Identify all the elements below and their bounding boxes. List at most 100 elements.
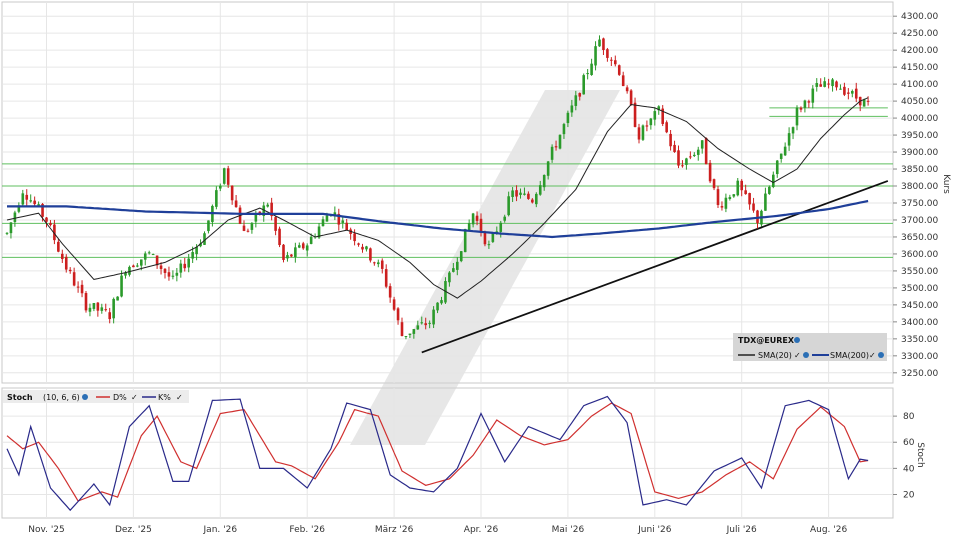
candle-body	[779, 153, 783, 159]
candle-body	[839, 88, 842, 90]
price-tick-label: 3450.00	[901, 301, 938, 311]
candle-body	[183, 263, 187, 269]
candle-body	[392, 299, 396, 310]
candle-body	[594, 46, 597, 66]
price-tick-label: 3400.00	[901, 318, 938, 328]
candle-body	[693, 154, 696, 156]
candle-body	[452, 268, 455, 272]
candle-body	[424, 323, 427, 326]
candle-body	[645, 125, 649, 127]
candle-body	[21, 193, 25, 205]
candle-body	[408, 333, 412, 335]
candle-body	[61, 253, 64, 260]
candle-body	[219, 185, 222, 189]
candle-body	[436, 302, 439, 311]
candle-body	[463, 228, 467, 253]
candle-body	[677, 150, 680, 166]
candle-body	[317, 226, 321, 238]
candle-body	[266, 204, 269, 207]
candle-body	[357, 243, 360, 245]
candle-body	[377, 262, 380, 265]
candle-body	[807, 101, 811, 103]
price-tick-label: 3900.00	[901, 148, 938, 158]
legend-info-icon	[82, 394, 88, 400]
candle-body	[479, 218, 483, 233]
candle-body	[207, 220, 210, 232]
candle-body	[163, 268, 167, 273]
candle-body	[104, 309, 108, 311]
candle-body	[234, 200, 238, 208]
candle-body	[456, 261, 459, 270]
candle-body	[791, 127, 795, 134]
candle-body	[278, 228, 281, 246]
candle-body	[203, 233, 206, 245]
candle-body	[25, 194, 29, 200]
candle-body	[775, 160, 779, 175]
candle-body	[404, 336, 408, 338]
stoch-tick-label: 80	[903, 412, 915, 422]
candle-body	[373, 262, 376, 264]
candle-body	[625, 87, 629, 92]
candle-body	[384, 269, 388, 287]
candle-body	[230, 185, 234, 201]
trend-line	[421, 180, 889, 354]
candle-body	[140, 259, 143, 266]
candle-body	[866, 100, 870, 102]
month-label: März '26	[375, 525, 414, 535]
candle-body	[673, 144, 676, 153]
candle-body	[815, 83, 819, 87]
candle-body	[511, 190, 514, 197]
candle-body	[696, 149, 700, 155]
candle-body	[246, 230, 250, 232]
candle-body	[637, 127, 641, 140]
price-tick-label: 3600.00	[901, 250, 938, 260]
candle-body	[321, 219, 325, 227]
price-tick-label: 3350.00	[901, 335, 938, 345]
check-icon: ✓	[869, 351, 876, 360]
candle-body	[37, 204, 40, 206]
check-icon: ✓	[176, 393, 183, 402]
candle-body	[752, 203, 755, 211]
candle-body	[831, 79, 834, 87]
candle-body	[712, 179, 716, 189]
candle-body	[195, 246, 198, 255]
candle-body	[499, 222, 503, 232]
candle-body	[847, 92, 850, 94]
legend-sma20-label: SMA(20)	[758, 351, 792, 360]
candle-body	[290, 254, 293, 257]
price-tick-label: 3500.00	[901, 284, 938, 294]
candle-body	[657, 106, 661, 111]
candle-body	[503, 216, 506, 221]
candle-body	[519, 192, 522, 195]
price-tick-label: 3650.00	[901, 233, 938, 243]
price-tick-label: 3550.00	[901, 267, 938, 277]
candle-body	[380, 260, 384, 269]
candle-body	[262, 205, 266, 216]
stoch-tick-label: 40	[903, 464, 915, 474]
candle-body	[764, 193, 767, 211]
candle-body	[661, 108, 664, 124]
candle-body	[578, 93, 582, 97]
candle-body	[9, 222, 13, 234]
candle-body	[669, 133, 672, 147]
stoch-tick-label: 20	[903, 490, 915, 500]
candle-body	[768, 186, 771, 194]
candle-body	[716, 189, 720, 206]
candle-body	[199, 243, 202, 247]
candle-body	[582, 75, 585, 95]
candle-body	[546, 161, 550, 176]
price-tick-label: 3950.00	[901, 131, 938, 141]
month-label: Jan. '26	[203, 525, 238, 535]
candle-body	[665, 122, 668, 133]
candle-body	[720, 206, 724, 208]
candle-body	[274, 217, 277, 231]
candle-body	[471, 213, 475, 225]
candle-body	[448, 272, 451, 283]
candle-body	[574, 95, 578, 106]
price-tick-label: 4300.00	[901, 12, 938, 22]
candle-body	[136, 265, 139, 267]
candle-body	[222, 168, 226, 184]
candle-body	[120, 275, 123, 297]
candle-body	[286, 255, 289, 259]
candle-body	[369, 248, 372, 261]
